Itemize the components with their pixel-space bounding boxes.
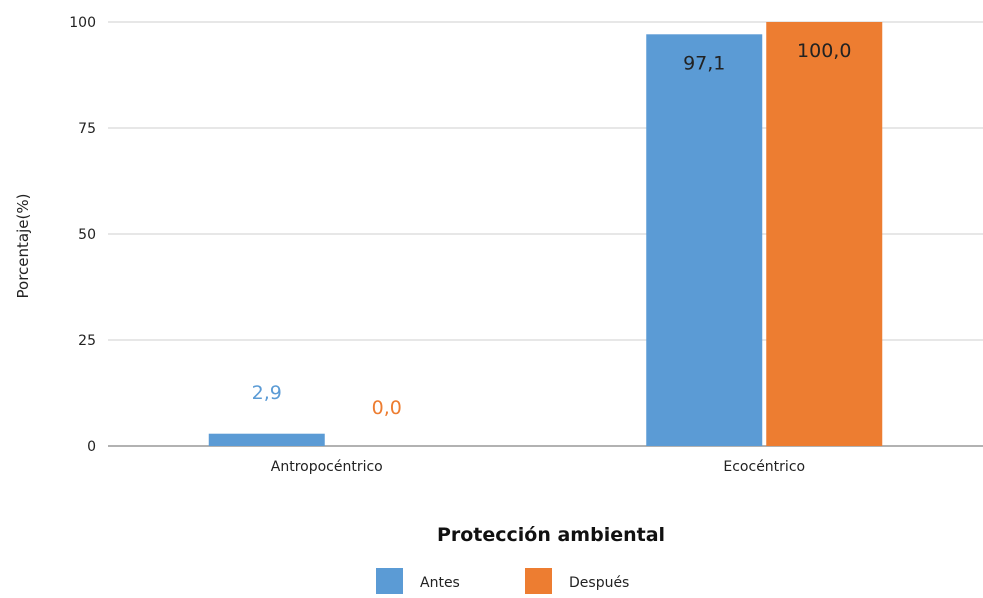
bar-después-1 bbox=[766, 22, 883, 446]
y-tick-label: 50 bbox=[78, 227, 96, 243]
x-axis-label: Protección ambiental bbox=[437, 524, 665, 546]
data-label: 97,1 bbox=[683, 52, 725, 74]
y-tick-label: 0 bbox=[87, 439, 96, 455]
legend-swatch bbox=[525, 568, 552, 594]
legend-label: Después bbox=[569, 575, 629, 591]
legend-label: Antes bbox=[420, 575, 460, 591]
data-label: 2,9 bbox=[252, 382, 282, 404]
bar-antes-1 bbox=[646, 34, 763, 447]
data-labels: 2,9 0,0 97,1 100,0 bbox=[252, 40, 852, 419]
data-label: 100,0 bbox=[797, 40, 851, 62]
y-axis-ticks: 0 25 50 75 100 bbox=[69, 15, 96, 455]
y-tick-label: 100 bbox=[69, 15, 96, 31]
x-tick-label: Antropocéntrico bbox=[271, 459, 383, 475]
legend-swatch bbox=[376, 568, 403, 594]
bars bbox=[208, 22, 883, 447]
y-axis-label: Porcentaje(%) bbox=[14, 194, 32, 299]
data-label: 0,0 bbox=[372, 397, 402, 419]
legend: Antes Después bbox=[376, 568, 629, 594]
y-tick-label: 75 bbox=[78, 121, 96, 137]
bar-antes-0 bbox=[208, 433, 325, 446]
y-tick-label: 25 bbox=[78, 333, 96, 349]
x-tick-label: Ecocéntrico bbox=[723, 459, 805, 475]
x-axis-ticks: Antropocéntrico Ecocéntrico bbox=[271, 459, 805, 475]
